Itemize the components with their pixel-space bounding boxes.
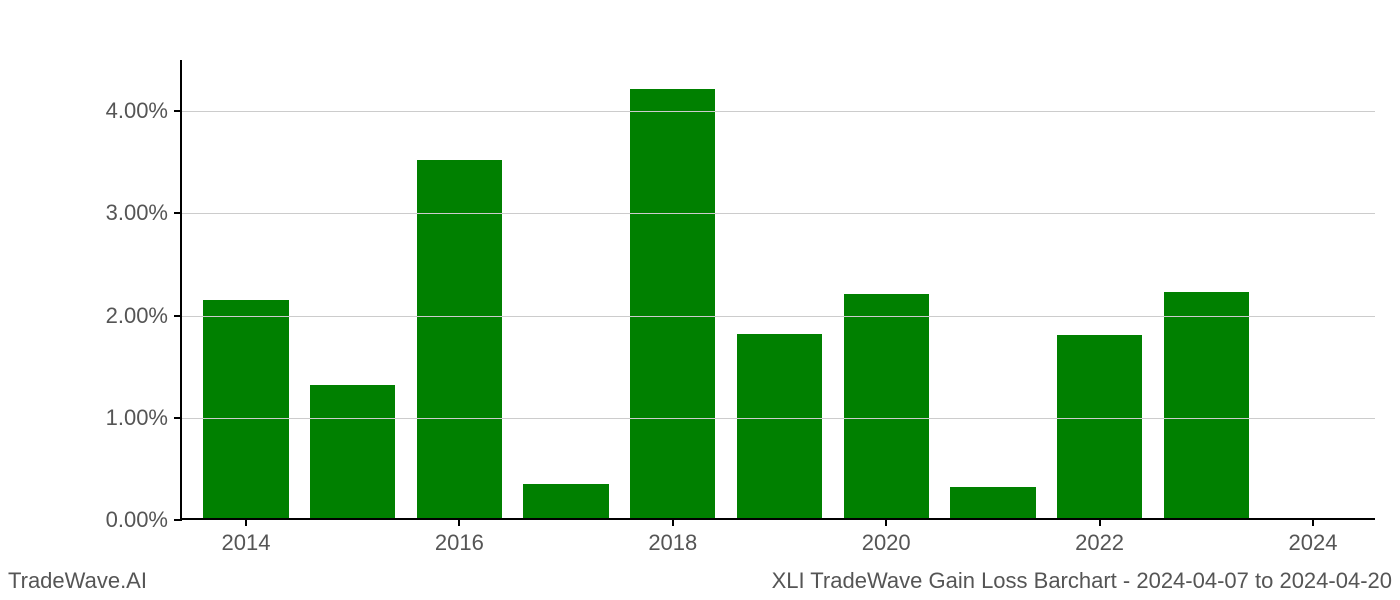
ytick-label: 2.00% xyxy=(106,303,182,329)
gain-loss-barchart: 0.00%1.00%2.00%3.00%4.00%201420162018202… xyxy=(180,60,1375,520)
bar-2019 xyxy=(737,334,822,518)
footer-left-brand: TradeWave.AI xyxy=(8,568,147,594)
xtick-label: 2018 xyxy=(648,518,697,556)
bar-2015 xyxy=(310,385,395,518)
gridline xyxy=(182,213,1375,214)
gridline xyxy=(182,316,1375,317)
gridline xyxy=(182,111,1375,112)
bar-2022 xyxy=(1057,335,1142,518)
gridline xyxy=(182,418,1375,419)
plot-area: 0.00%1.00%2.00%3.00%4.00%201420162018202… xyxy=(180,60,1375,520)
xtick-label: 2016 xyxy=(435,518,484,556)
xtick-label: 2020 xyxy=(862,518,911,556)
bars-layer xyxy=(182,60,1375,518)
bar-2021 xyxy=(950,487,1035,518)
ytick-label: 3.00% xyxy=(106,200,182,226)
ytick-label: 0.00% xyxy=(106,507,182,533)
ytick-label: 4.00% xyxy=(106,98,182,124)
bar-2014 xyxy=(203,300,288,518)
bar-2017 xyxy=(523,484,608,518)
bar-2018 xyxy=(630,89,715,518)
xtick-label: 2014 xyxy=(222,518,271,556)
ytick-label: 1.00% xyxy=(106,405,182,431)
xtick-label: 2024 xyxy=(1288,518,1337,556)
bar-2020 xyxy=(844,294,929,518)
bar-2023 xyxy=(1164,292,1249,518)
footer-right-caption: XLI TradeWave Gain Loss Barchart - 2024-… xyxy=(772,568,1392,594)
xtick-label: 2022 xyxy=(1075,518,1124,556)
